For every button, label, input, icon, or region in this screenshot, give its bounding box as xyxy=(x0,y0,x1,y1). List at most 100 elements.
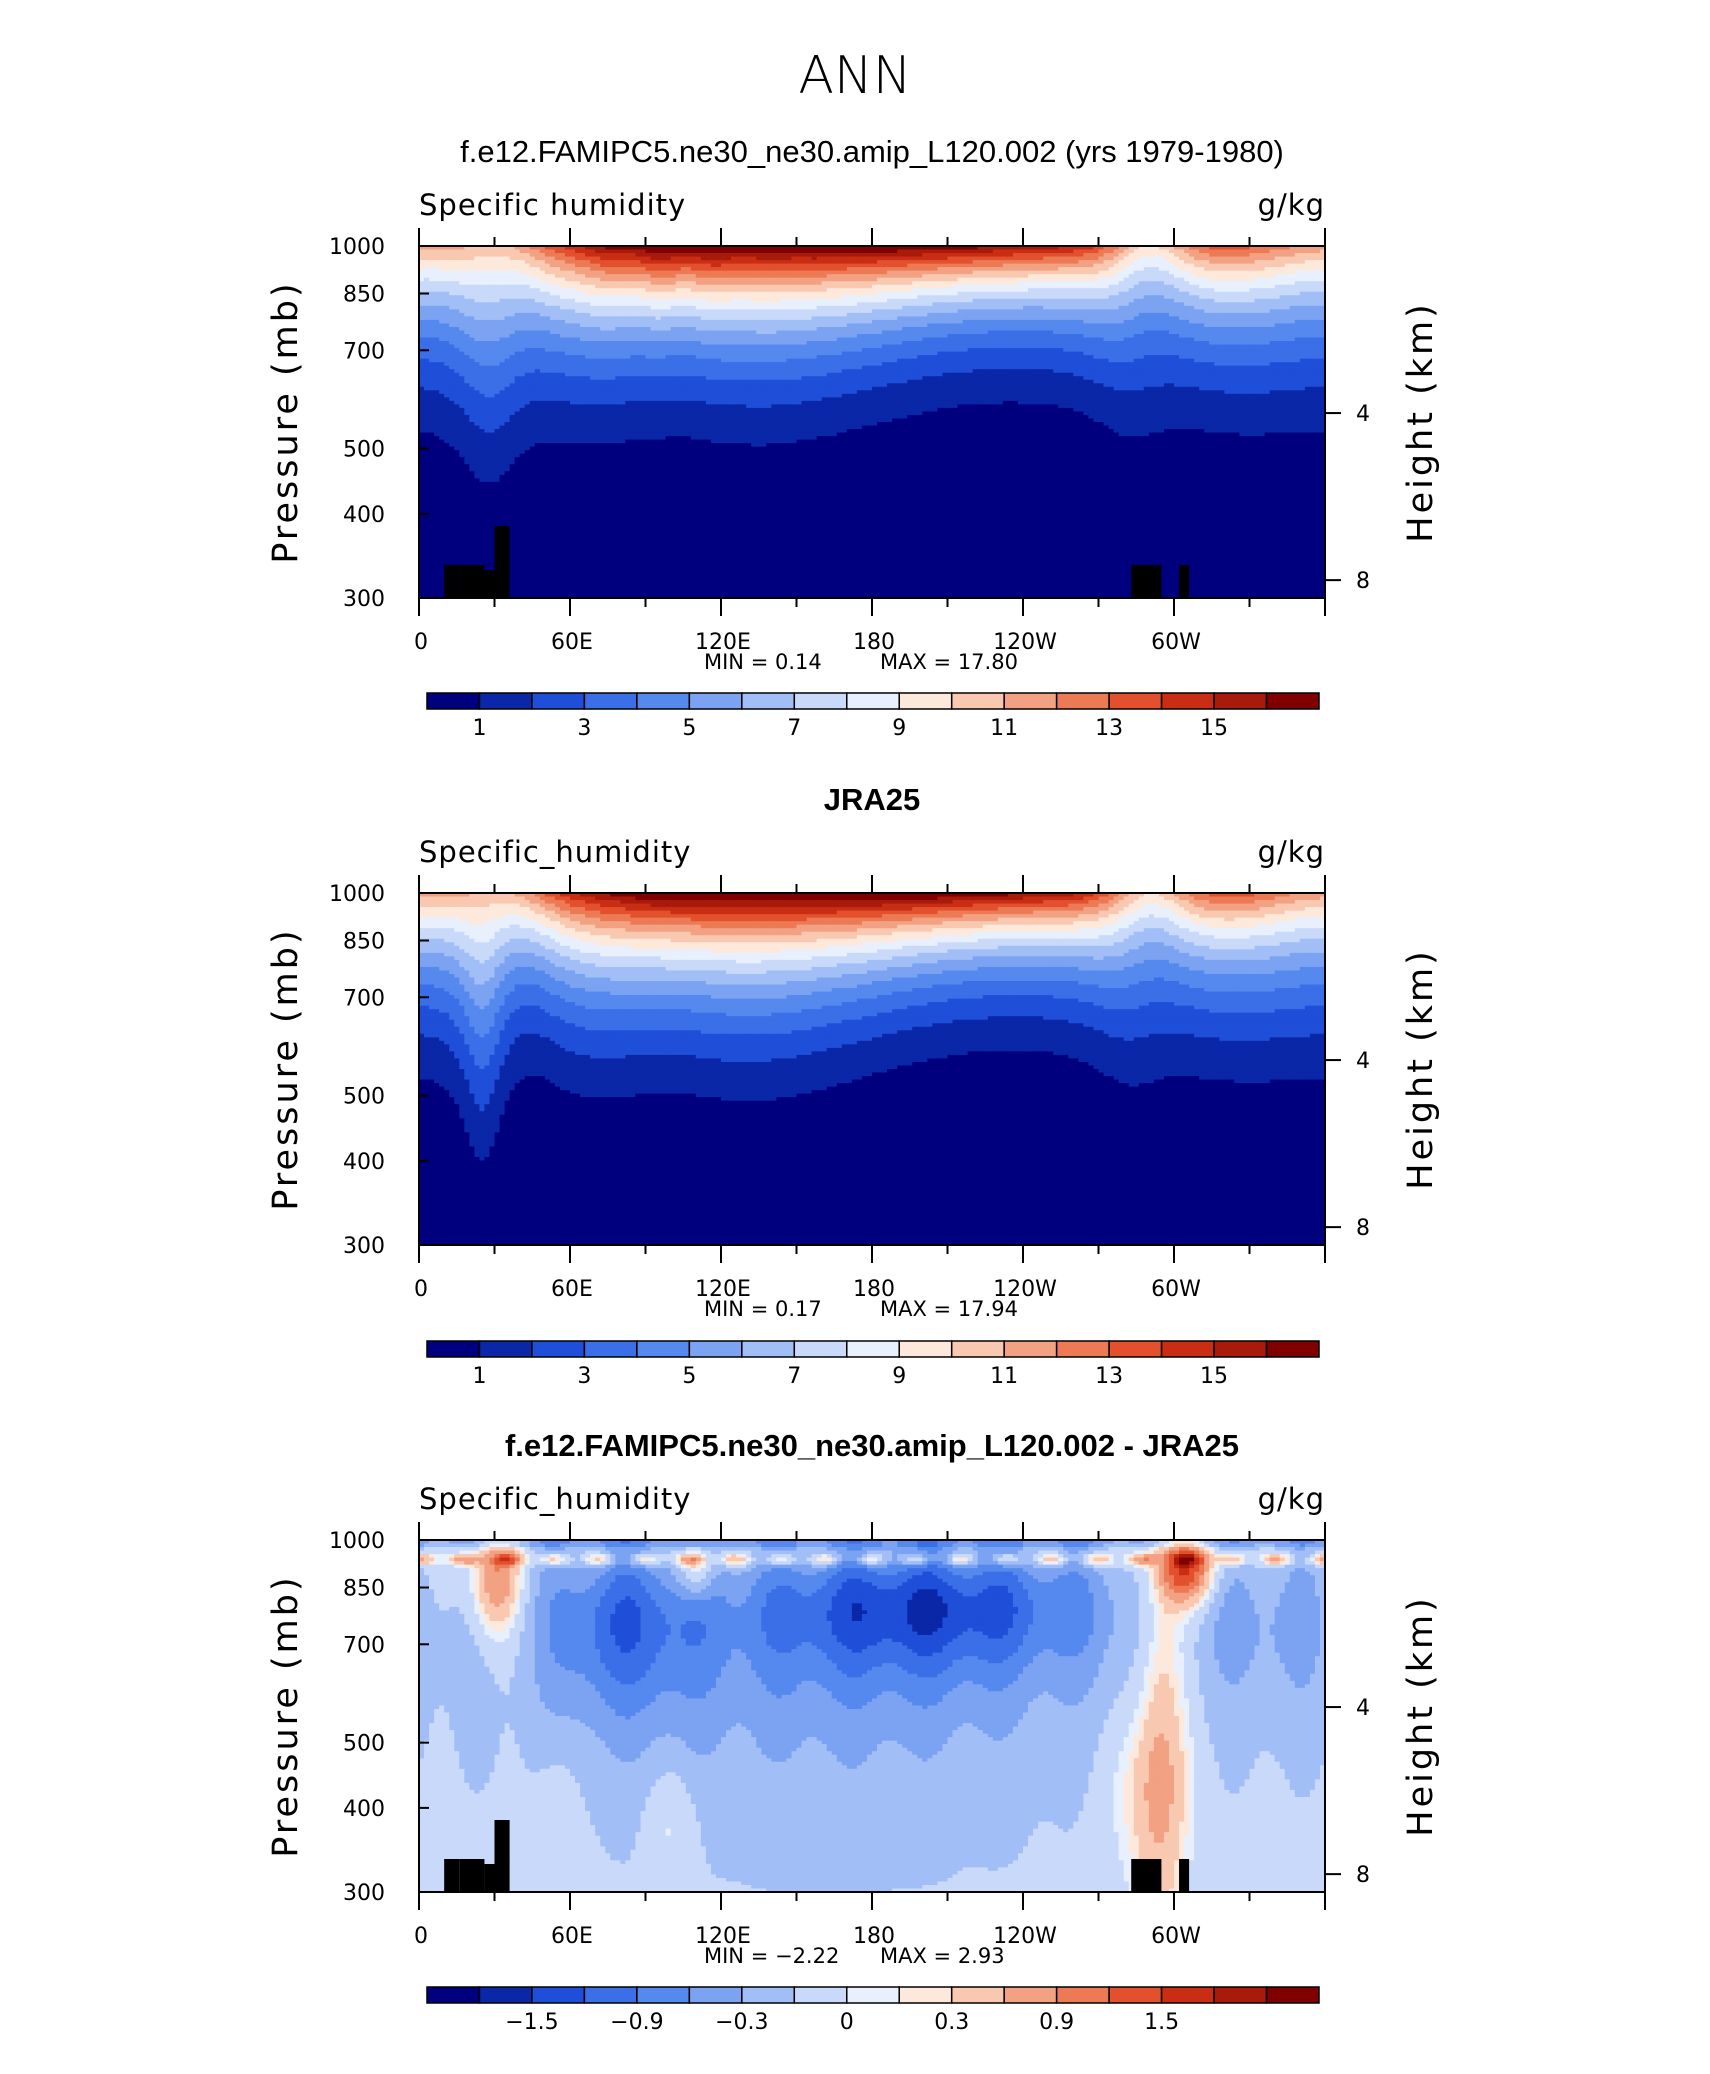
contour-cell xyxy=(1158,246,1165,251)
contour-cell xyxy=(746,298,752,303)
contour-cell xyxy=(811,256,818,261)
contour-cell xyxy=(625,341,631,346)
contour-cell xyxy=(1158,302,1165,307)
contour-cell xyxy=(1229,312,1235,317)
contour-cell xyxy=(907,288,913,293)
contour-cell xyxy=(630,249,637,254)
contour-cell xyxy=(595,326,601,332)
contour-cell xyxy=(826,302,833,307)
contour-cell xyxy=(484,341,491,346)
contour-cell xyxy=(1163,267,1170,272)
contour-cell xyxy=(1083,337,1090,342)
contour-cell xyxy=(992,326,999,332)
contour-cell xyxy=(962,316,969,321)
contour-cell xyxy=(831,253,838,258)
contour-cell xyxy=(927,295,933,300)
contour-cell xyxy=(856,288,863,293)
contour-cell xyxy=(766,263,772,268)
contour-cell xyxy=(872,326,878,332)
chart-panel-1: f.e12.FAMIPC5.ne30_ne30.amip_L120.002 (y… xyxy=(266,134,1441,741)
contour-cell xyxy=(665,326,672,332)
contour-cell xyxy=(816,323,823,328)
contour-cell xyxy=(771,309,777,314)
contour-cell xyxy=(1113,260,1120,265)
contour-cell xyxy=(474,319,480,325)
contour-cell xyxy=(927,305,933,310)
contour-cell xyxy=(1239,260,1246,265)
contour-cell xyxy=(947,260,954,265)
contour-cell xyxy=(479,295,486,300)
contour-cell xyxy=(454,298,460,303)
contour-cell xyxy=(559,330,566,335)
contour-cell xyxy=(952,298,959,303)
contour-cell xyxy=(564,298,571,303)
contour-cell xyxy=(645,260,652,265)
contour-cell xyxy=(972,326,979,332)
contour-cell xyxy=(967,277,974,282)
contour-cell xyxy=(872,274,878,279)
contour-cell xyxy=(580,330,586,335)
contour-cell xyxy=(1078,274,1084,279)
contour-cell xyxy=(972,312,979,317)
contour-cell xyxy=(1163,326,1170,332)
contour-cell xyxy=(434,256,440,261)
contour-cell xyxy=(620,305,626,310)
contour-cell xyxy=(736,341,742,346)
contour-cell xyxy=(821,337,828,342)
contour-cell xyxy=(1219,267,1225,272)
contour-cell xyxy=(670,312,677,317)
contour-cell xyxy=(1033,249,1039,254)
contour-cell xyxy=(932,323,939,328)
contour-cell xyxy=(1244,291,1251,296)
contour-cell xyxy=(1209,319,1215,325)
contour-cell xyxy=(514,326,521,332)
contour-cell xyxy=(564,291,571,296)
contour-cell xyxy=(1204,334,1210,339)
contour-cell xyxy=(499,316,506,321)
contour-cell xyxy=(806,274,813,279)
contour-cell xyxy=(912,334,918,339)
contour-cell xyxy=(580,256,586,261)
contour-cell xyxy=(907,277,913,282)
contour-cell xyxy=(927,267,933,272)
contour-cell xyxy=(937,298,944,303)
contour-cell xyxy=(1002,316,1009,321)
contour-cell xyxy=(821,305,828,310)
contour-cell xyxy=(1299,305,1306,310)
contour-cell xyxy=(1194,312,1200,317)
contour-cell xyxy=(429,256,435,261)
contour-cell xyxy=(746,246,752,251)
contour-cell xyxy=(464,309,470,314)
contour-cell xyxy=(932,316,939,321)
contour-cell xyxy=(444,298,450,303)
contour-cell xyxy=(972,341,979,346)
contour-cell xyxy=(962,270,969,275)
contour-cell xyxy=(1234,316,1241,321)
contour-cell xyxy=(887,295,893,300)
contour-cell xyxy=(630,260,637,265)
contour-cell xyxy=(937,256,944,261)
contour-cell xyxy=(927,334,933,339)
contour-cell xyxy=(1299,256,1306,261)
contour-cell xyxy=(660,302,667,307)
contour-cell xyxy=(796,305,803,310)
contour-cell xyxy=(937,270,944,275)
contour-cell xyxy=(590,270,596,275)
contour-cell xyxy=(580,246,586,251)
contour-cell xyxy=(1189,319,1195,325)
contour-cell xyxy=(962,291,969,296)
contour-cell xyxy=(514,274,521,279)
contour-cell xyxy=(645,270,652,275)
contour-cell xyxy=(449,281,455,286)
contour-cell xyxy=(1269,274,1276,279)
contour-cell xyxy=(872,302,878,307)
contour-cell xyxy=(1053,326,1059,332)
contour-cell xyxy=(1249,277,1256,282)
contour-cell xyxy=(469,253,475,258)
contour-cell xyxy=(1189,249,1195,254)
contour-cell xyxy=(499,291,506,296)
contour-cell xyxy=(1083,256,1090,261)
contour-cell xyxy=(746,312,752,317)
contour-cell xyxy=(811,323,818,328)
contour-cell xyxy=(479,246,486,251)
